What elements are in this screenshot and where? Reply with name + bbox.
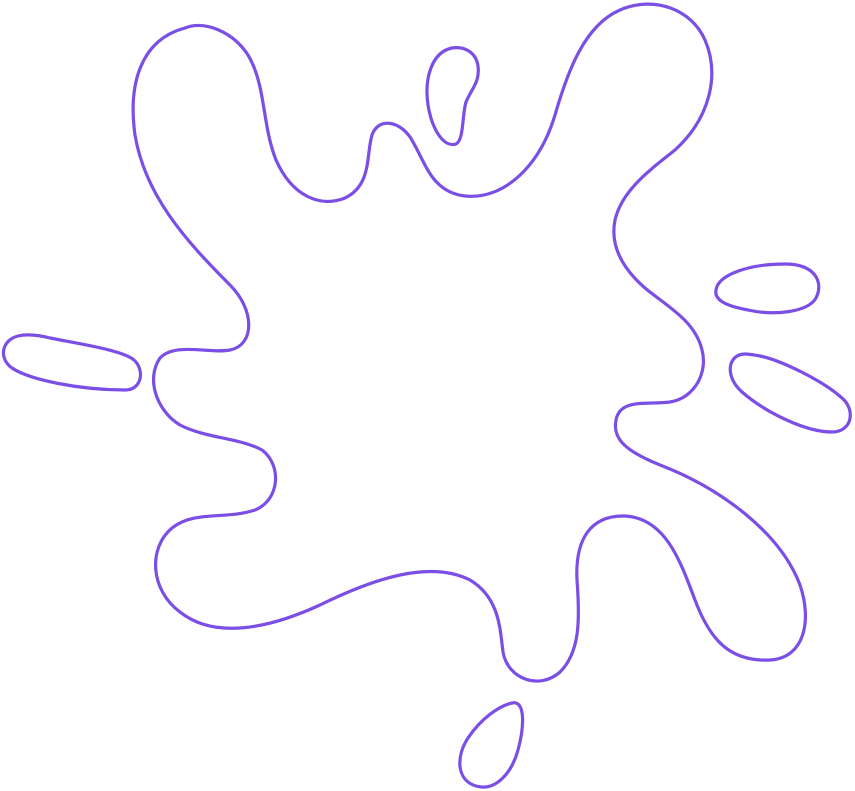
- main-blob-outline: [131, 2, 807, 683]
- right-upper-droplet-outline: [714, 262, 821, 315]
- bottom-droplet-outline: [458, 701, 525, 789]
- right-lower-droplet-outline: [728, 352, 852, 434]
- top-droplet-outline: [425, 46, 480, 147]
- left-droplet-outline: [1, 333, 143, 392]
